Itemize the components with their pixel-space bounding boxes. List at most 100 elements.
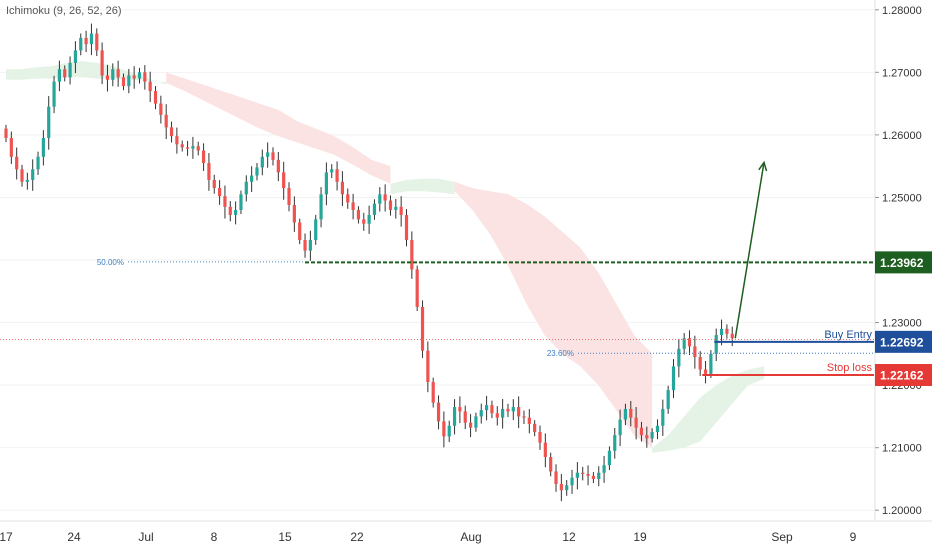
candle-body [148, 81, 152, 92]
candle-body [479, 410, 483, 417]
candle-body [436, 402, 441, 422]
candle-body [693, 346, 697, 357]
candle-body [581, 472, 585, 474]
candle-body [95, 33, 99, 51]
candle-body [538, 432, 542, 443]
candle-body [431, 381, 435, 403]
time-tick-label: 15 [278, 530, 292, 544]
ichimoku-cloud-bull [112, 66, 167, 85]
candle-body [89, 33, 94, 45]
price-tick-label: 1.25000 [882, 192, 922, 204]
candle-body [351, 202, 355, 210]
candle-body [303, 239, 307, 251]
candle-body [346, 194, 350, 203]
candle-body [319, 194, 323, 220]
candle-body [677, 348, 681, 367]
buy-entry-annotation: Buy Entry [824, 329, 872, 341]
candle-body [394, 206, 398, 210]
candle-body [111, 69, 115, 80]
candle-body [501, 408, 505, 418]
candle-body [25, 179, 29, 182]
candle-body [330, 169, 334, 173]
candle-body [239, 194, 243, 210]
fib-236-label: 23.60% [547, 349, 574, 358]
candle-body [159, 103, 163, 115]
candle-body [709, 353, 713, 374]
price-tick-label: 1.21000 [882, 443, 922, 455]
candle-body [719, 328, 724, 336]
candle-body [511, 407, 515, 412]
candle-body [52, 81, 56, 107]
time-tick-label: 17 [0, 530, 13, 544]
candle-body [324, 172, 328, 195]
price-tick-label: 1.20000 [882, 505, 922, 517]
price-badge-target [875, 251, 932, 274]
candle-body [634, 417, 638, 428]
candle-body [9, 138, 13, 157]
candle-body [191, 146, 195, 149]
candle-body [420, 306, 425, 351]
candle-body [36, 156, 40, 170]
candle-body [201, 150, 206, 164]
candle-body [314, 219, 318, 240]
candle-body [639, 427, 644, 436]
candle-body [554, 471, 558, 484]
candle-body [185, 147, 190, 149]
candle-body [127, 75, 131, 87]
stop-loss-annotation: Stop loss [827, 362, 873, 374]
candle-body [703, 369, 708, 374]
candle-body [244, 181, 248, 195]
candle-body [271, 152, 275, 160]
candle-body [143, 72, 147, 82]
candle-body [490, 405, 494, 414]
candle-body [618, 419, 622, 436]
candle-body [41, 138, 45, 157]
candle-body [276, 159, 280, 173]
time-tick-label: 8 [211, 530, 218, 544]
time-tick-label: 12 [562, 530, 576, 544]
candle-body [340, 181, 345, 195]
ichimoku-cloud-bear [166, 72, 391, 184]
time-tick-label: Sep [771, 530, 793, 544]
candle-body [100, 50, 104, 76]
candle-body [533, 423, 537, 433]
price-badge-text: 1.23962 [880, 256, 924, 270]
candle-body [591, 475, 595, 479]
candle-body [356, 209, 361, 220]
candle-body [223, 196, 227, 207]
candle-body [698, 356, 702, 370]
price-tick-label: 1.23000 [882, 318, 922, 330]
candle-body [666, 390, 670, 409]
candle-body [522, 416, 526, 418]
candle-body [597, 472, 601, 479]
candle-body [506, 408, 510, 412]
candle-body [410, 239, 414, 270]
candle-body [255, 167, 259, 176]
candle-body [671, 366, 676, 391]
candle-body [367, 214, 371, 224]
candle-body [153, 91, 158, 104]
price-badge-buy-entry [875, 330, 932, 353]
candle-body [463, 411, 467, 423]
candle-body [543, 442, 547, 458]
candle-body [549, 457, 553, 472]
candle-body [468, 422, 473, 428]
candle-body [234, 209, 238, 215]
candle-body [282, 172, 286, 189]
candle-body [180, 144, 184, 148]
candle-body [559, 483, 563, 491]
candle-body [73, 50, 78, 63]
candle-body [4, 128, 8, 139]
candle-body [372, 203, 377, 215]
candle-body [570, 477, 574, 486]
candle-body [31, 169, 35, 180]
time-tick-label: 9 [850, 530, 857, 544]
candle-body [260, 156, 264, 168]
candle-body [388, 200, 393, 210]
candle-body [79, 37, 83, 51]
candle-body [116, 69, 120, 78]
candle-body [517, 407, 521, 417]
candle-body [292, 204, 296, 223]
candle-body [613, 435, 617, 451]
